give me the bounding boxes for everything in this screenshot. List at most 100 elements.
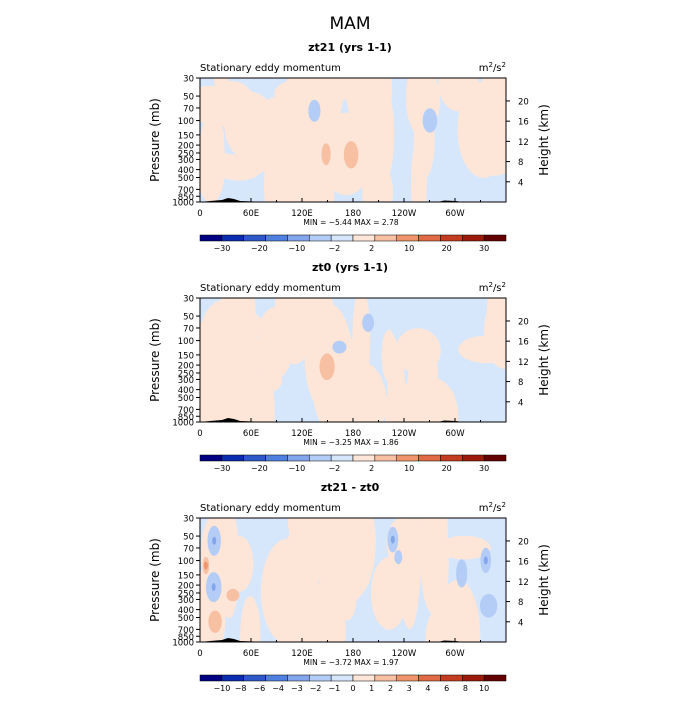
colorbar-label: −3 (291, 684, 303, 693)
colorbar-label: −20 (251, 464, 268, 473)
colorbar-box (330, 234, 354, 242)
x-tick-label: 120W (392, 209, 417, 219)
y2-tick-label: 16 (518, 558, 529, 568)
field-region (457, 81, 506, 178)
panel-title: zt21 - zt0 (321, 481, 380, 494)
y-tick-label: 300 (178, 376, 194, 386)
y-tick-label: 30 (183, 75, 194, 85)
y-tick-label: 100 (178, 337, 194, 347)
colorbar-box (199, 674, 223, 682)
y-tick-label: 500 (178, 394, 194, 404)
field-region (438, 535, 491, 560)
colorbar-box (483, 674, 507, 682)
y-tick-label: 300 (178, 596, 194, 606)
x-tick-label: 60E (243, 649, 259, 659)
colorbar-label: −10 (288, 244, 305, 253)
x-tick-label: 120E (291, 649, 313, 659)
panel-2: zt0 (yrs 1-1) Stationary eddy momentum m2/… (148, 261, 551, 473)
y2-tick-label: 8 (518, 158, 523, 168)
y-tick-label: 400 (178, 166, 194, 176)
colorbar-box (243, 454, 266, 462)
colorbar-label: −30 (213, 464, 230, 473)
panel-units: m2/s2 (479, 501, 506, 514)
contour-field (200, 518, 498, 642)
field-region (362, 162, 394, 202)
y-tick-label: 200 (178, 582, 194, 592)
y2-tick-label: 20 (518, 97, 529, 107)
field-region (213, 78, 229, 93)
y-tick-label: 30 (183, 295, 194, 305)
y-tick-label: 700 (178, 406, 194, 416)
y-tick-label: 150 (178, 571, 194, 581)
colorbar-label: −20 (251, 244, 268, 253)
colorbar-label: 2 (369, 244, 374, 253)
x-tick-label: 180 (345, 429, 361, 439)
x-tick-label: 60W (445, 649, 465, 659)
y-tick-label: 100 (178, 557, 194, 567)
y-tick-label: 100 (178, 117, 194, 127)
colorbar-box (221, 234, 244, 242)
colorbar-label: −8 (235, 684, 247, 693)
y2-tick-label: 4 (518, 618, 523, 628)
y-axis-label: Pressure (mb) (148, 318, 162, 402)
x-tick-label: 60W (445, 429, 465, 439)
y-tick-label: 850 (178, 193, 194, 203)
field-region (234, 313, 264, 338)
x-tick-label: 60W (445, 209, 465, 219)
field-extreme-core (483, 556, 488, 565)
field-extreme (226, 588, 240, 602)
x-tick-label: 0 (197, 209, 202, 219)
y-axis-label: Pressure (mb) (148, 98, 162, 182)
colorbar-box (199, 234, 223, 242)
colorbar-box (352, 674, 376, 682)
topography (200, 638, 270, 642)
colorbar-box (221, 454, 244, 462)
colorbar-label: −30 (213, 244, 230, 253)
colorbar-label: 2 (369, 464, 374, 473)
colorbar-label: 10 (404, 464, 414, 473)
y-tick-label: 150 (178, 351, 194, 361)
field-extreme (456, 559, 468, 588)
field-extreme (321, 143, 331, 166)
field-extreme (208, 610, 222, 633)
colorbar-box (265, 454, 288, 462)
colorbar-box (287, 234, 310, 242)
panel-3: zt21 - zt0 Stationary eddy momentum m2/s2 3… (148, 481, 551, 693)
y2-tick-label: 8 (518, 378, 523, 388)
field-region (334, 320, 350, 422)
x-tick-label: 0 (197, 429, 202, 439)
y-tick-label: 150 (178, 131, 194, 141)
field-region (483, 298, 506, 369)
colorbar-label: −6 (253, 684, 265, 693)
field-extreme (343, 141, 359, 169)
y-tick-label: 250 (178, 369, 194, 379)
figure-title: MAM (330, 14, 371, 34)
colorbar-label: 10 (404, 244, 414, 253)
min-max-stats: MIN = −3.25 MAX = 1.86 (303, 438, 398, 447)
colorbar-box (374, 674, 397, 682)
y2-axis-label: Height (km) (537, 104, 551, 175)
colorbar-box (309, 454, 332, 462)
colorbar-box (462, 674, 485, 682)
field-region (409, 378, 459, 422)
field-region (200, 361, 231, 422)
colorbar-box (483, 454, 507, 462)
field-extreme (332, 340, 347, 354)
y2-tick-label: 4 (518, 178, 523, 188)
panel-units: m2/s2 (479, 281, 506, 294)
y2-tick-label: 20 (518, 317, 529, 327)
colorbar: −30 −20 −10 −2 2 10 20 30 (199, 234, 507, 253)
panel-title: zt0 (yrs 1-1) (312, 261, 388, 274)
colorbar-label: 0 (350, 684, 355, 693)
colorbar-box (440, 234, 463, 242)
colorbar-label: −4 (272, 684, 284, 693)
x-tick-label: 120W (392, 429, 417, 439)
field-extreme (422, 108, 438, 133)
colorbar-box (462, 454, 485, 462)
x-tick-label: 60E (243, 429, 259, 439)
colorbar-box (243, 234, 266, 242)
field-extreme (479, 593, 498, 618)
panel-title: zt21 (yrs 1-1) (308, 41, 392, 54)
x-tick-label: 120E (291, 209, 313, 219)
